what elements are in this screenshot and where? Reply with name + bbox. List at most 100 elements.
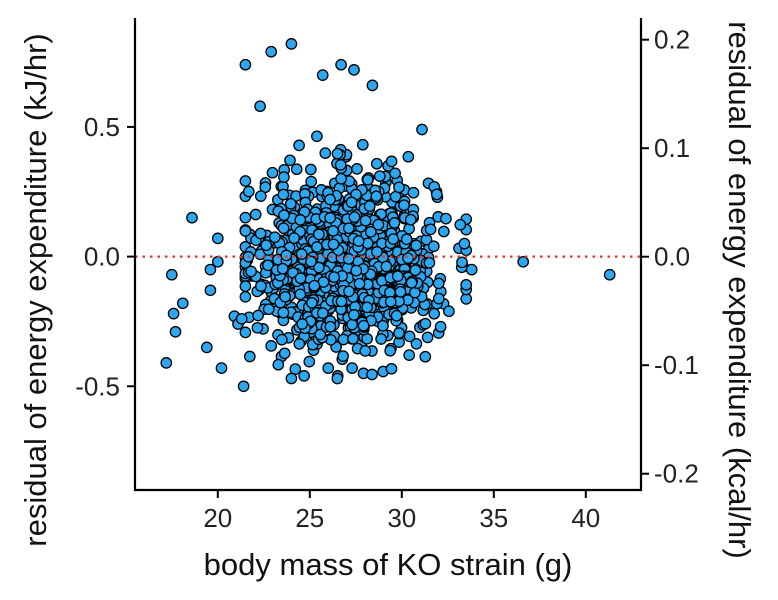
data-point [335, 295, 348, 308]
data-point [357, 319, 370, 332]
data-point [319, 147, 332, 159]
data-point [239, 175, 252, 187]
data-point [356, 138, 369, 151]
data-point [204, 284, 217, 297]
data-point [255, 280, 267, 292]
data-point [353, 277, 366, 290]
data-point [211, 232, 224, 245]
data-point [335, 172, 347, 185]
data-point [324, 320, 337, 333]
data-point [387, 233, 400, 245]
data-point [252, 309, 264, 322]
data-point [306, 296, 318, 309]
data-point [407, 186, 420, 199]
data-point [432, 277, 445, 290]
data-point [419, 317, 432, 330]
data-point [324, 212, 337, 224]
data-point [345, 196, 358, 209]
data-point [416, 123, 428, 136]
data-point [443, 305, 455, 318]
data-point [262, 303, 275, 316]
data-point [311, 241, 323, 253]
data-point [398, 199, 410, 212]
data-point [311, 130, 323, 143]
data-point [430, 188, 443, 201]
x-tick-label: 25 [295, 503, 324, 533]
data-point [393, 181, 405, 194]
x-axis-ticks: 20 25 30 35 40 [203, 490, 600, 533]
data-point [235, 312, 248, 325]
data-point [342, 222, 355, 235]
data-point [427, 240, 440, 253]
data-point [348, 64, 360, 76]
data-point [432, 292, 445, 305]
data-point [284, 154, 296, 167]
data-point [347, 332, 359, 345]
data-point [434, 320, 447, 333]
x-tick-label: 40 [571, 503, 600, 533]
data-point [293, 338, 306, 350]
data-point [305, 255, 317, 268]
data-point [279, 290, 292, 303]
data-point [352, 235, 365, 247]
data-point [327, 238, 340, 251]
data-point [239, 211, 252, 224]
data-point [403, 330, 416, 343]
data-point [186, 211, 198, 224]
data-point [288, 232, 300, 244]
data-point [275, 333, 288, 346]
data-point [176, 297, 189, 310]
data-point [410, 337, 423, 350]
data-point [254, 227, 267, 240]
right-y-tick-label: -0.2 [654, 459, 699, 489]
data-point [460, 278, 473, 291]
data-point [517, 255, 530, 268]
data-point [337, 333, 350, 346]
data-point [200, 341, 213, 354]
data-point [293, 139, 305, 152]
data-point [334, 159, 347, 171]
data-point [362, 173, 374, 186]
data-point [239, 280, 252, 293]
data-point [405, 276, 418, 289]
data-point [165, 268, 178, 281]
x-axis-title: body mass of KO strain (g) [204, 547, 573, 582]
data-point [294, 288, 307, 301]
data-point [278, 171, 290, 183]
data-point [328, 271, 340, 283]
right-y-tick-label: 0.2 [654, 25, 690, 55]
data-point [313, 261, 325, 274]
data-point [385, 362, 398, 375]
data-point [245, 265, 257, 278]
data-point [285, 372, 298, 385]
data-point [385, 155, 398, 168]
data-point [458, 237, 471, 250]
data-point [404, 213, 417, 226]
right-y-tick-label: 0.0 [654, 242, 690, 272]
data-point [272, 358, 285, 371]
data-point [419, 350, 432, 363]
y-tick-label: -0.5 [75, 371, 120, 401]
data-point [377, 319, 389, 332]
data-point [400, 233, 413, 246]
data-point [290, 163, 303, 176]
data-point [322, 362, 335, 374]
data-point [294, 214, 307, 226]
data-point [265, 340, 278, 352]
data-point [314, 328, 327, 341]
data-point [260, 239, 273, 252]
right-y-axis-ticks: -0.2 -0.1 0.0 0.1 0.2 [641, 25, 699, 489]
data-point [276, 262, 289, 275]
data-point [363, 200, 376, 212]
data-point [335, 58, 347, 71]
data-point [361, 301, 373, 314]
data-point [277, 188, 290, 201]
data-point [348, 211, 361, 223]
left-y-axis-title: residual of energy expenditure (kJ/hr) [18, 33, 53, 546]
data-point [251, 321, 264, 334]
data-point [313, 228, 325, 241]
data-point [211, 255, 224, 268]
data-point [366, 368, 378, 381]
data-point [440, 212, 452, 225]
